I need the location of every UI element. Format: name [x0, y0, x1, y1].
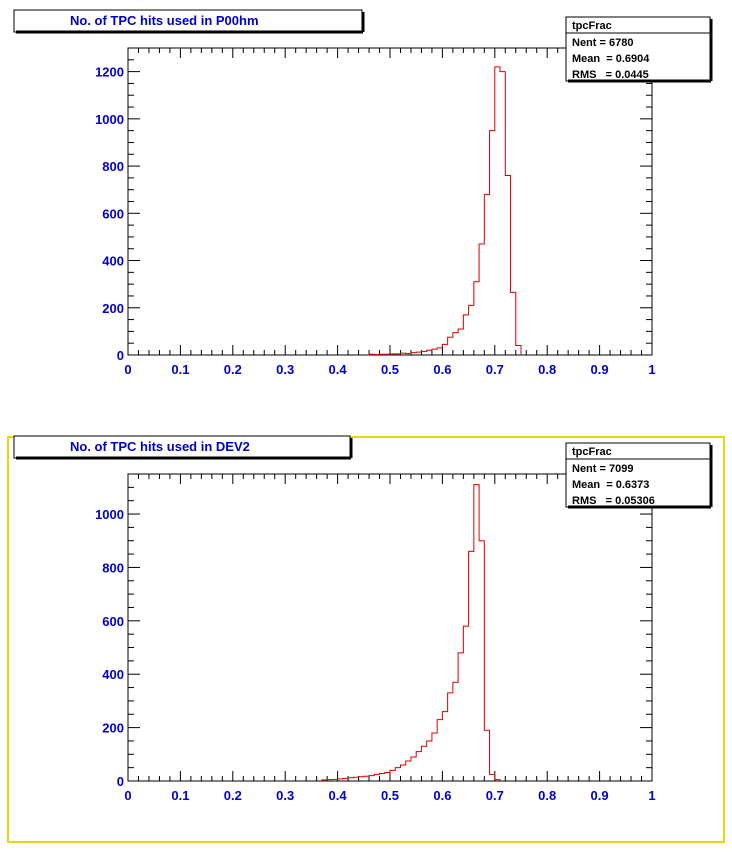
plot-frame-1 [127, 47, 653, 356]
histogram-line-1 [368, 66, 522, 356]
y-tick-label: 1000 [95, 507, 124, 522]
x-tick-label: 0.2 [224, 788, 242, 803]
y-tick-label: 0 [117, 774, 124, 789]
stats-rms-1: RMS = 0.0445 [572, 69, 649, 81]
plot-frame-2 [127, 473, 653, 782]
y-tick-label: 200 [102, 721, 124, 736]
x-tick-label: 0.4 [329, 362, 348, 377]
stats-box-1: tpcFrac Nent = 6780 Mean = 0.6904 RMS = … [565, 16, 713, 83]
histogram-panel-1: No. of TPC hits used in P00hm 0 0.1 0.2 0.3… [13, 9, 713, 377]
stats-name-1: tpcFrac [572, 20, 612, 32]
pad-2-frame [7, 436, 725, 843]
x-tick-label: 0.2 [224, 362, 242, 377]
y-axis-2: 0 200 400 600 800 1000 [95, 473, 652, 789]
stats-name-2: tpcFrac [572, 446, 612, 458]
stats-entries-1: Nent = 6780 [572, 37, 633, 49]
x-tick-label: 0.9 [591, 362, 609, 377]
histogram-line-2 [321, 484, 501, 781]
stats-mean-2: Mean = 0.6373 [572, 479, 649, 491]
x-tick-label: 0.5 [381, 788, 399, 803]
x-tick-label: 0.6 [433, 788, 451, 803]
x-tick-label: 0.4 [329, 788, 348, 803]
y-tick-label: 1200 [95, 65, 124, 80]
histogram-title-2: No. of TPC hits used in DEV2 [70, 439, 250, 454]
x-tick-label: 0.9 [591, 788, 609, 803]
x-axis-2: 0 0.1 0.2 0.3 0.4 0.5 0.6 0.7 0.8 0.9 1 [124, 474, 656, 803]
x-tick-label: 0.3 [276, 788, 294, 803]
y-tick-label: 800 [102, 159, 124, 174]
x-tick-label: 1 [648, 788, 655, 803]
y-tick-label: 800 [102, 560, 124, 575]
y-tick-label: 600 [102, 614, 124, 629]
x-tick-label: 0.7 [486, 362, 504, 377]
y-tick-label: 400 [102, 254, 124, 269]
stats-box-2: tpcFrac Nent = 7099 Mean = 0.6373 RMS = … [565, 442, 713, 509]
y-axis-1: 0 200 400 600 800 1000 1200 [95, 47, 652, 363]
y-tick-label: 400 [102, 667, 124, 682]
x-tick-label: 0 [124, 362, 131, 377]
y-tick-label: 0 [117, 348, 124, 363]
x-tick-label: 0.8 [538, 362, 556, 377]
histogram-panel-2: No. of TPC hits used in DEV2 0 0.1 0.2 0.3 0… [13, 435, 713, 803]
histogram-title-1: No. of TPC hits used in P00hm [70, 13, 259, 28]
y-tick-label: 600 [102, 206, 124, 221]
y-tick-label: 200 [102, 301, 124, 316]
stats-entries-2: Nent = 7099 [572, 463, 633, 475]
stats-rms-2: RMS = 0.05306 [572, 495, 655, 507]
x-tick-label: 0.7 [486, 788, 504, 803]
x-tick-label: 0.3 [276, 362, 294, 377]
stats-mean-1: Mean = 0.6904 [572, 53, 650, 65]
x-tick-label: 0.5 [381, 362, 399, 377]
x-tick-label: 0.8 [538, 788, 556, 803]
x-axis-1: 0 0.1 0.2 0.3 0.4 0.5 0.6 0.7 0.8 0.9 1 [124, 48, 656, 377]
y-tick-label: 1000 [95, 112, 124, 127]
x-tick-label: 1 [648, 362, 655, 377]
x-tick-label: 0.6 [433, 362, 451, 377]
x-tick-label: 0.1 [171, 362, 189, 377]
x-tick-label: 0.1 [171, 788, 189, 803]
x-tick-label: 0 [124, 788, 131, 803]
